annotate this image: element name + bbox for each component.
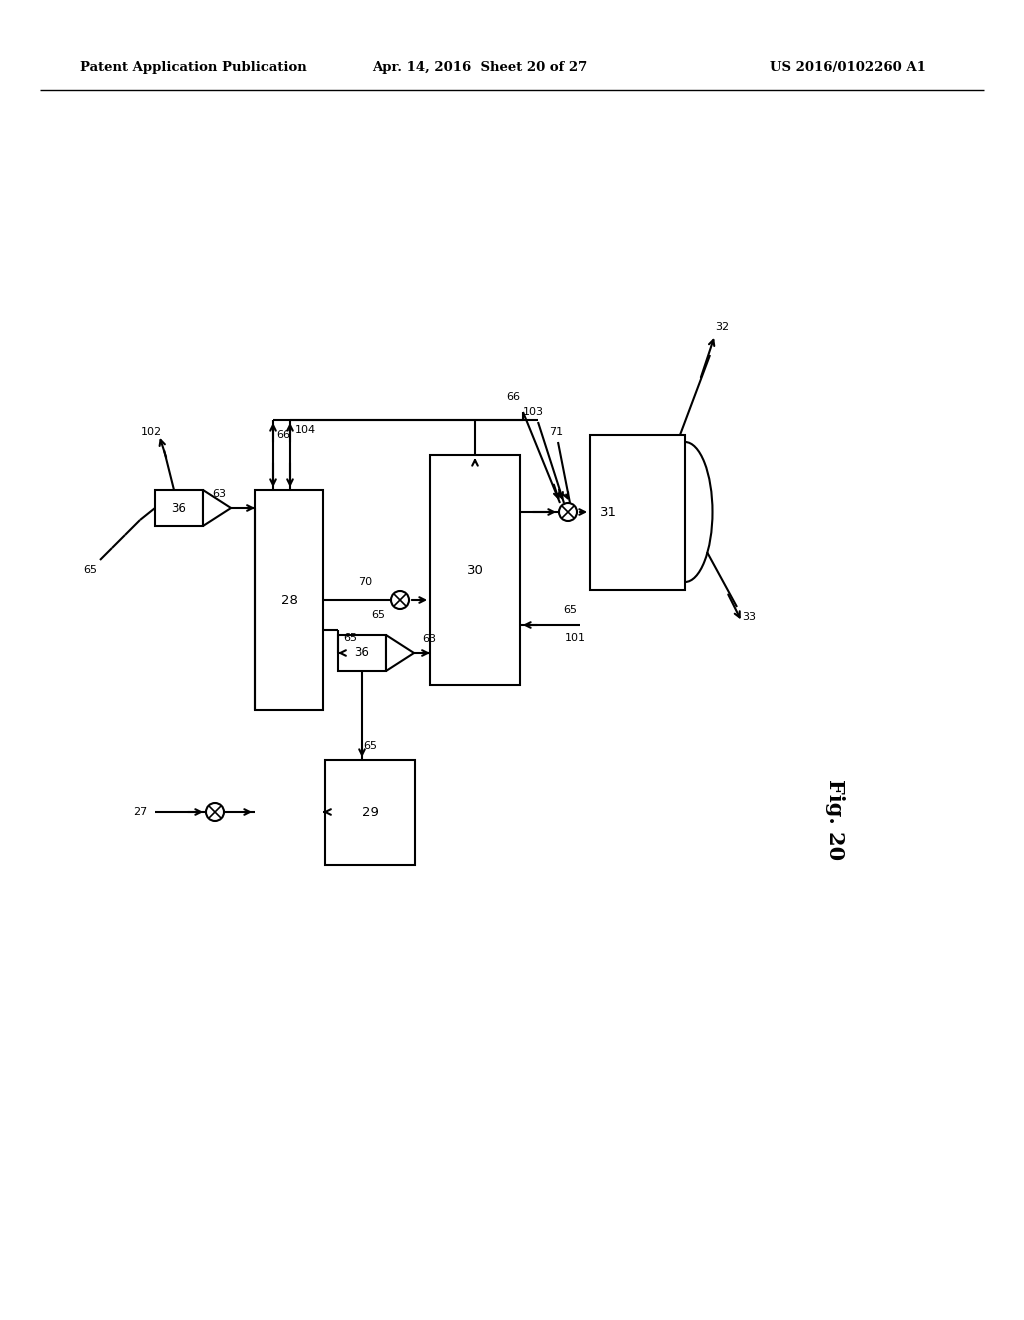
Text: 103: 103 xyxy=(522,407,544,417)
Text: Apr. 14, 2016  Sheet 20 of 27: Apr. 14, 2016 Sheet 20 of 27 xyxy=(373,62,588,74)
Text: 28: 28 xyxy=(281,594,297,606)
Text: 29: 29 xyxy=(361,805,379,818)
Text: 102: 102 xyxy=(140,426,162,437)
Text: 66: 66 xyxy=(276,430,290,440)
Bar xyxy=(325,760,415,865)
Text: 65: 65 xyxy=(371,610,385,620)
Polygon shape xyxy=(386,635,414,671)
Text: 71: 71 xyxy=(549,426,563,437)
Text: 70: 70 xyxy=(358,577,372,587)
Text: 63: 63 xyxy=(422,634,436,644)
Text: 31: 31 xyxy=(599,506,616,519)
Text: 104: 104 xyxy=(295,425,315,436)
Text: Patent Application Publication: Patent Application Publication xyxy=(80,62,307,74)
Bar xyxy=(590,436,685,590)
Bar xyxy=(255,490,323,710)
Bar xyxy=(338,635,386,671)
Text: 33: 33 xyxy=(742,612,756,622)
Text: Fig. 20: Fig. 20 xyxy=(825,779,845,861)
Bar xyxy=(155,490,203,525)
Text: 66: 66 xyxy=(506,392,520,403)
Text: 36: 36 xyxy=(172,502,186,515)
Text: 101: 101 xyxy=(564,634,586,643)
Text: 63: 63 xyxy=(212,488,226,499)
Bar xyxy=(430,455,520,685)
Text: 32: 32 xyxy=(715,322,729,333)
Polygon shape xyxy=(203,490,231,525)
Text: 65: 65 xyxy=(343,634,357,643)
Text: 65: 65 xyxy=(83,565,97,576)
Text: 27: 27 xyxy=(133,807,147,817)
Text: 65: 65 xyxy=(563,605,577,615)
Text: 30: 30 xyxy=(467,564,483,577)
Text: 36: 36 xyxy=(354,647,370,660)
Text: US 2016/0102260 A1: US 2016/0102260 A1 xyxy=(770,62,926,74)
Text: 65: 65 xyxy=(362,741,377,751)
